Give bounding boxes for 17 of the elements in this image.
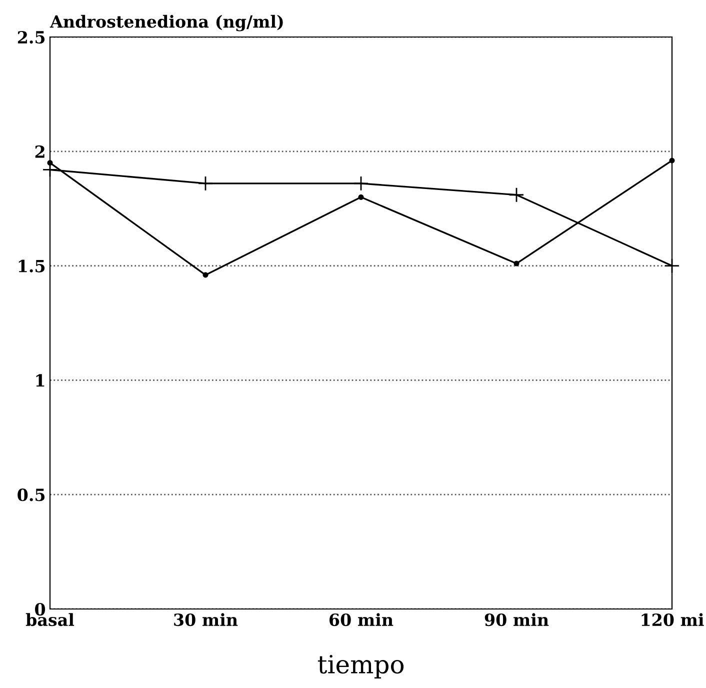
y-tick-label: 1.5 [18,260,45,272]
point [353,176,369,192]
y-tick-label: 0.5 [18,488,45,502]
y-tick-label: 2 [35,145,44,158]
y-axis-title: Androstenediona (ng/ml) [50,14,283,32]
x-tick-label: 30 min [174,613,238,626]
point [358,194,364,200]
y-tick-label: 2.5 [18,30,45,44]
x-tick-label: 120 mi [642,613,704,626]
point [202,272,208,278]
y-tick-label: 1 [36,374,44,387]
point [514,260,520,266]
x-tick-label: 60 min [330,613,394,626]
point [508,187,524,203]
x-tick-label: 90 min [484,613,549,626]
point [198,176,214,192]
x-axis-title: tiempo [318,654,404,678]
